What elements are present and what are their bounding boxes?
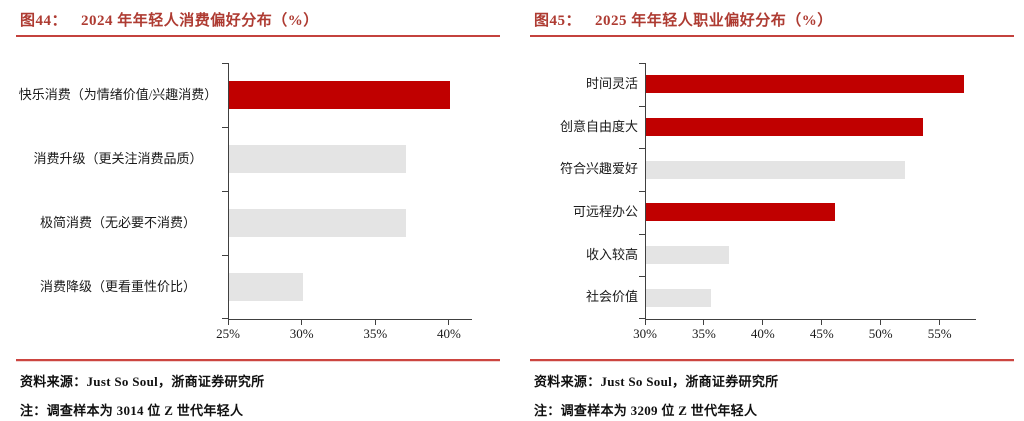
x-tick	[448, 320, 450, 325]
category-label-0: 时间灵活	[585, 75, 638, 91]
category-label-1: 创意自由度大	[559, 118, 638, 134]
x-tick-label: 40%	[436, 326, 461, 341]
title-divider	[530, 35, 1014, 37]
figure-title: 图44： 2024 年年轻人消费偏好分布（%）	[16, 6, 500, 34]
figure-number: 图45：	[534, 13, 582, 29]
figure-title-text: 2024 年年轻人消费偏好分布（%）	[81, 13, 319, 29]
x-tick-label: 45%	[809, 326, 834, 341]
x-tick-label: 50%	[868, 326, 893, 341]
sample-note: 注：调查样本为 3209 位 Z 世代年轻人	[534, 403, 758, 418]
x-tick-label: 55%	[927, 326, 952, 341]
consumption-preference-chart: 快乐消费（为情绪价值/兴趣消费） 消费升级（更关注消费品质） 极简消费（无必要不消费…	[16, 63, 500, 344]
plot-column: 25% 30% 35% 40%	[216, 63, 472, 344]
y-tick	[639, 191, 645, 192]
panel-consumption-preference: 图44： 2024 年年轻人消费偏好分布（%） 快乐消费（为情绪价值/兴趣消费） 消…	[16, 6, 500, 419]
category-label-2: 符合兴趣爱好	[559, 161, 638, 177]
y-tick	[639, 318, 645, 319]
x-tick-label: 40%	[750, 326, 775, 341]
y-tick	[639, 148, 645, 150]
x-tick-label: 30%	[289, 326, 314, 341]
y-tick	[222, 255, 228, 256]
y-tick	[639, 233, 645, 235]
x-axis: 30% 35% 40% 45% 50% 55%	[633, 320, 975, 344]
plot-area	[222, 63, 472, 320]
source-note: 资料来源：Just So Soul，浙商证券研究所	[534, 374, 779, 389]
category-axis: 快乐消费（为情绪价值/兴趣消费） 消费升级（更关注消费品质） 极简消费（无必要不消费…	[16, 63, 228, 344]
source-note: 资料来源：Just So Soul，浙商证券研究所	[20, 374, 265, 389]
bar-3	[229, 273, 303, 301]
bar-1	[229, 145, 406, 173]
x-tick-label: 30%	[633, 326, 657, 341]
bar-1	[646, 118, 923, 136]
category-label-3: 可远程办公	[572, 203, 638, 219]
x-tick	[880, 320, 882, 325]
category-axis: 时间灵活创意自由度大 符合兴趣爱好可远程办公收入较高社会价值	[530, 63, 645, 344]
bar-4	[646, 246, 729, 264]
career-preference-chart: 时间灵活 创意自由度大 符合兴趣爱好 可远程办公 收入较高 社会价值 30% 35% 40% 45…	[530, 63, 1014, 344]
x-tick	[762, 320, 764, 325]
x-tick	[301, 320, 303, 325]
x-tick	[821, 320, 823, 325]
title-divider	[16, 35, 500, 37]
plot-area	[639, 63, 976, 320]
category-label-0: 快乐消费（为情绪价值/兴趣消费）	[18, 86, 218, 102]
y-tick	[222, 63, 228, 64]
figure-title: 图45： 2025 年年轻人职业偏好分布（%）	[530, 6, 1014, 34]
sample-note: 注：调查样本为 3014 位 Z 世代年轻人	[20, 403, 244, 418]
category-label-1: 消费升级（更关注消费品质）	[33, 150, 203, 166]
category-label-3: 消费降级（更看重性价比）	[39, 278, 196, 294]
plot-column: 30% 35% 40% 45% 50% 55%	[633, 63, 976, 344]
panel-career-preference: 图45： 2025 年年轻人职业偏好分布（%） 时间灵活创意自由度大 符合兴趣爱好可…	[530, 6, 1014, 419]
category-label-4: 收入较高	[585, 246, 638, 262]
category-label-5: 社会价值	[585, 289, 638, 305]
footer-divider	[16, 359, 500, 362]
y-tick	[639, 105, 645, 107]
x-tick	[939, 320, 941, 325]
category-label-2: 极简消费（无必要不消费）	[39, 214, 196, 230]
figure-title-text: 2025 年年轻人职业偏好分布（%）	[595, 13, 833, 29]
y-tick	[222, 318, 228, 319]
bar-5	[646, 288, 711, 307]
bar-0	[646, 75, 965, 94]
bar-0	[229, 81, 450, 109]
x-tick	[374, 320, 376, 325]
y-tick	[639, 276, 645, 278]
bar-3	[646, 203, 835, 222]
footer-divider	[530, 359, 1014, 362]
x-axis: 25% 30% 35% 40%	[216, 320, 471, 344]
y-tick	[639, 63, 645, 64]
bar-2	[229, 209, 406, 237]
y-tick	[222, 127, 228, 128]
x-tick-label: 35%	[363, 326, 388, 341]
x-tick	[645, 320, 646, 325]
x-tick	[703, 320, 705, 325]
x-tick	[228, 320, 229, 325]
y-tick	[222, 191, 228, 192]
x-tick-label: 25%	[216, 326, 240, 341]
x-tick-label: 35%	[692, 326, 716, 341]
bar-2	[646, 160, 906, 179]
figure-number: 图44：	[20, 13, 68, 29]
